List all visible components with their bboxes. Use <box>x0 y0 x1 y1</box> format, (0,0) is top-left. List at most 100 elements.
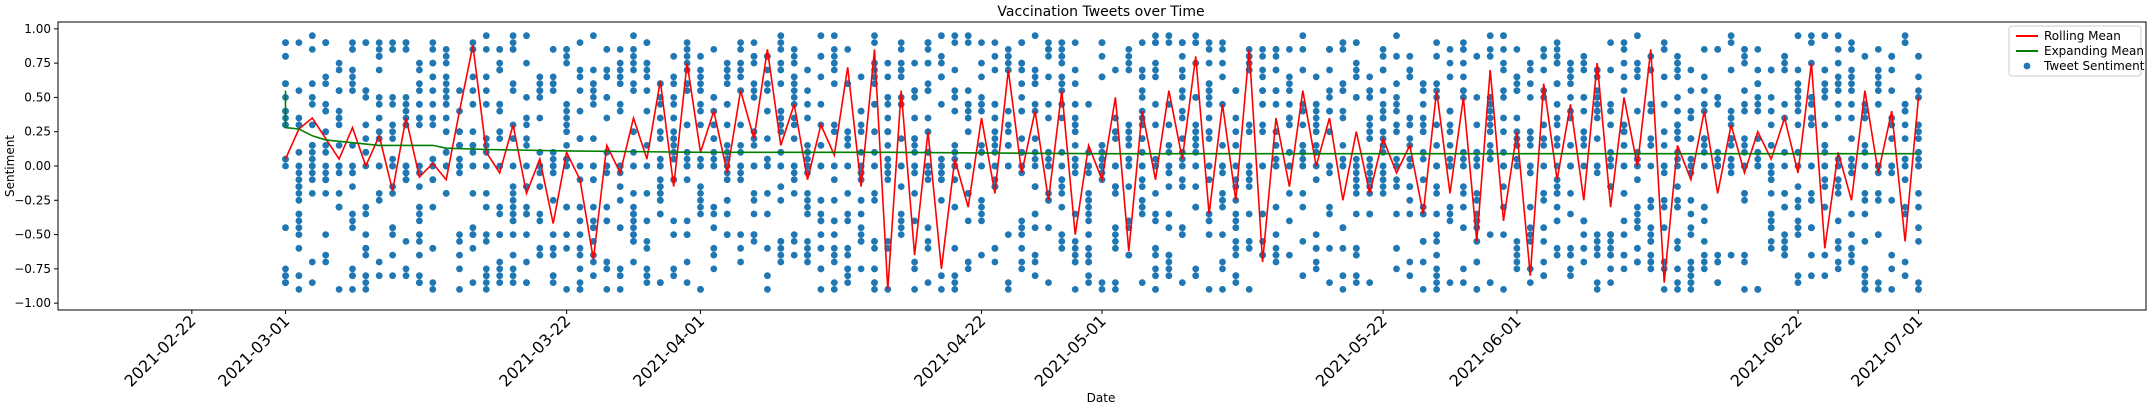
y-tick-label: −0.25 <box>14 193 51 207</box>
tweet-sentiment-point <box>549 279 557 286</box>
tweet-sentiment-point <box>389 135 396 143</box>
tweet-sentiment-point <box>1567 265 1574 273</box>
tweet-sentiment-point <box>656 196 664 204</box>
tweet-sentiment-point <box>1232 128 1240 136</box>
tweet-sentiment-point <box>1874 190 1882 197</box>
tweet-sentiment-point <box>830 196 838 204</box>
tweet-sentiment-point <box>1004 231 1012 239</box>
y-tick-label: 0.25 <box>24 125 51 139</box>
tweet-sentiment-point <box>1245 128 1253 136</box>
tweet-sentiment-point <box>1192 265 1200 273</box>
tweet-sentiment-point <box>1098 286 1106 293</box>
tweet-sentiment-point <box>830 80 838 88</box>
tweet-sentiment-point <box>482 279 490 286</box>
tweet-sentiment-point <box>1406 121 1414 129</box>
tweet-sentiment-point <box>750 80 758 88</box>
tweet-sentiment-point <box>509 162 517 170</box>
tweet-sentiment-point <box>804 244 811 252</box>
tweet-sentiment-point <box>1794 279 1802 286</box>
tweet-sentiment-point <box>1352 39 1360 46</box>
tweet-sentiment-point <box>1112 135 1119 143</box>
tweet-sentiment-point <box>1714 258 1722 266</box>
tweet-sentiment-point <box>951 244 959 252</box>
tweet-sentiment-point <box>1553 135 1561 143</box>
tweet-sentiment-point <box>1352 210 1360 218</box>
tweet-sentiment-point <box>1486 128 1494 136</box>
tweet-sentiment-point <box>991 135 999 143</box>
tweet-sentiment-point <box>349 169 356 177</box>
tweet-sentiment-point <box>1861 142 1869 149</box>
tweet-sentiment-point <box>764 87 771 94</box>
tweet-sentiment-point <box>1540 135 1548 143</box>
tweet-sentiment-point <box>1781 59 1788 67</box>
tweet-sentiment-point <box>1339 272 1347 280</box>
tweet-sentiment-point <box>1593 251 1601 259</box>
tweet-sentiment-point <box>1767 244 1775 252</box>
tweet-sentiment-point <box>1245 162 1253 170</box>
tweet-sentiment-point <box>1700 251 1708 259</box>
tweet-sentiment-point <box>563 244 570 252</box>
tweet-sentiment-point <box>964 258 972 266</box>
tweet-sentiment-point <box>282 224 289 232</box>
tweet-sentiment-point <box>897 162 905 170</box>
tweet-sentiment-point <box>1674 279 1681 286</box>
tweet-sentiment-point <box>1152 121 1159 129</box>
tweet-sentiment-point <box>1393 100 1400 108</box>
tweet-sentiment-point <box>1821 183 1829 191</box>
tweet-sentiment-point <box>1620 73 1628 81</box>
tweet-sentiment-point <box>1767 169 1775 177</box>
tweet-sentiment-point <box>884 176 892 184</box>
tweet-sentiment-point <box>1700 203 1708 211</box>
tweet-sentiment-point <box>697 73 704 81</box>
tweet-sentiment-point <box>1178 52 1186 60</box>
y-axis-label: Sentiment <box>3 135 17 197</box>
series-lines <box>284 45 1920 290</box>
tweet-sentiment-point <box>1058 52 1066 60</box>
tweet-sentiment-point <box>1674 286 1681 293</box>
tweet-sentiment-point <box>1834 258 1842 266</box>
tweet-sentiment-point <box>1018 135 1026 143</box>
tweet-sentiment-point <box>335 286 343 293</box>
tweet-sentiment-point <box>1808 196 1815 204</box>
tweet-sentiment-point <box>1031 155 1039 163</box>
tweet-sentiment-point <box>1205 176 1213 184</box>
tweet-sentiment-point <box>1245 286 1253 293</box>
tweet-sentiment-point <box>1888 265 1896 273</box>
tweet-sentiment-point <box>723 66 731 74</box>
tweet-sentiment-point <box>978 203 985 211</box>
tweet-sentiment-point <box>1045 155 1052 163</box>
tweet-sentiment-point <box>482 162 490 170</box>
tweet-sentiment-point <box>1754 100 1762 108</box>
tweet-sentiment-point <box>523 279 530 286</box>
tweet-sentiment-point <box>1674 128 1681 136</box>
tweet-sentiment-point <box>362 279 370 286</box>
tweet-sentiment-point <box>1848 66 1855 74</box>
tweet-sentiment-point <box>1460 183 1467 191</box>
tweet-sentiment-point <box>643 162 651 170</box>
tweet-sentiment-point <box>630 87 637 94</box>
tweet-sentiment-point <box>1781 52 1788 60</box>
tweet-sentiment-point <box>1085 251 1092 259</box>
tweet-sentiment-point <box>884 162 892 170</box>
tweet-sentiment-point <box>509 210 517 218</box>
tweet-sentiment-point <box>1192 272 1200 280</box>
tweet-sentiment-point <box>1406 135 1414 143</box>
tweet-sentiment-point <box>1205 100 1213 108</box>
tweet-sentiment-point <box>1433 190 1440 197</box>
tweet-sentiment-point <box>1526 224 1534 232</box>
tweet-sentiment-point <box>1674 135 1681 143</box>
tweet-sentiment-point <box>1085 272 1092 280</box>
tweet-sentiment-point <box>857 231 865 239</box>
tweet-sentiment-point <box>362 121 370 129</box>
tweet-sentiment-point <box>857 121 865 129</box>
tweet-sentiment-point <box>1861 52 1869 60</box>
tweet-sentiment-point <box>616 80 624 88</box>
tweet-sentiment-point <box>1165 183 1173 191</box>
tweet-sentiment-point <box>817 196 825 204</box>
tweet-sentiment-point <box>335 162 343 170</box>
tweet-sentiment-point <box>1393 94 1400 101</box>
tweet-sentiment-point <box>416 217 423 225</box>
tweet-sentiment-point <box>429 155 437 163</box>
tweet-sentiment-point <box>349 162 356 170</box>
tweet-sentiment-point <box>1018 258 1026 266</box>
